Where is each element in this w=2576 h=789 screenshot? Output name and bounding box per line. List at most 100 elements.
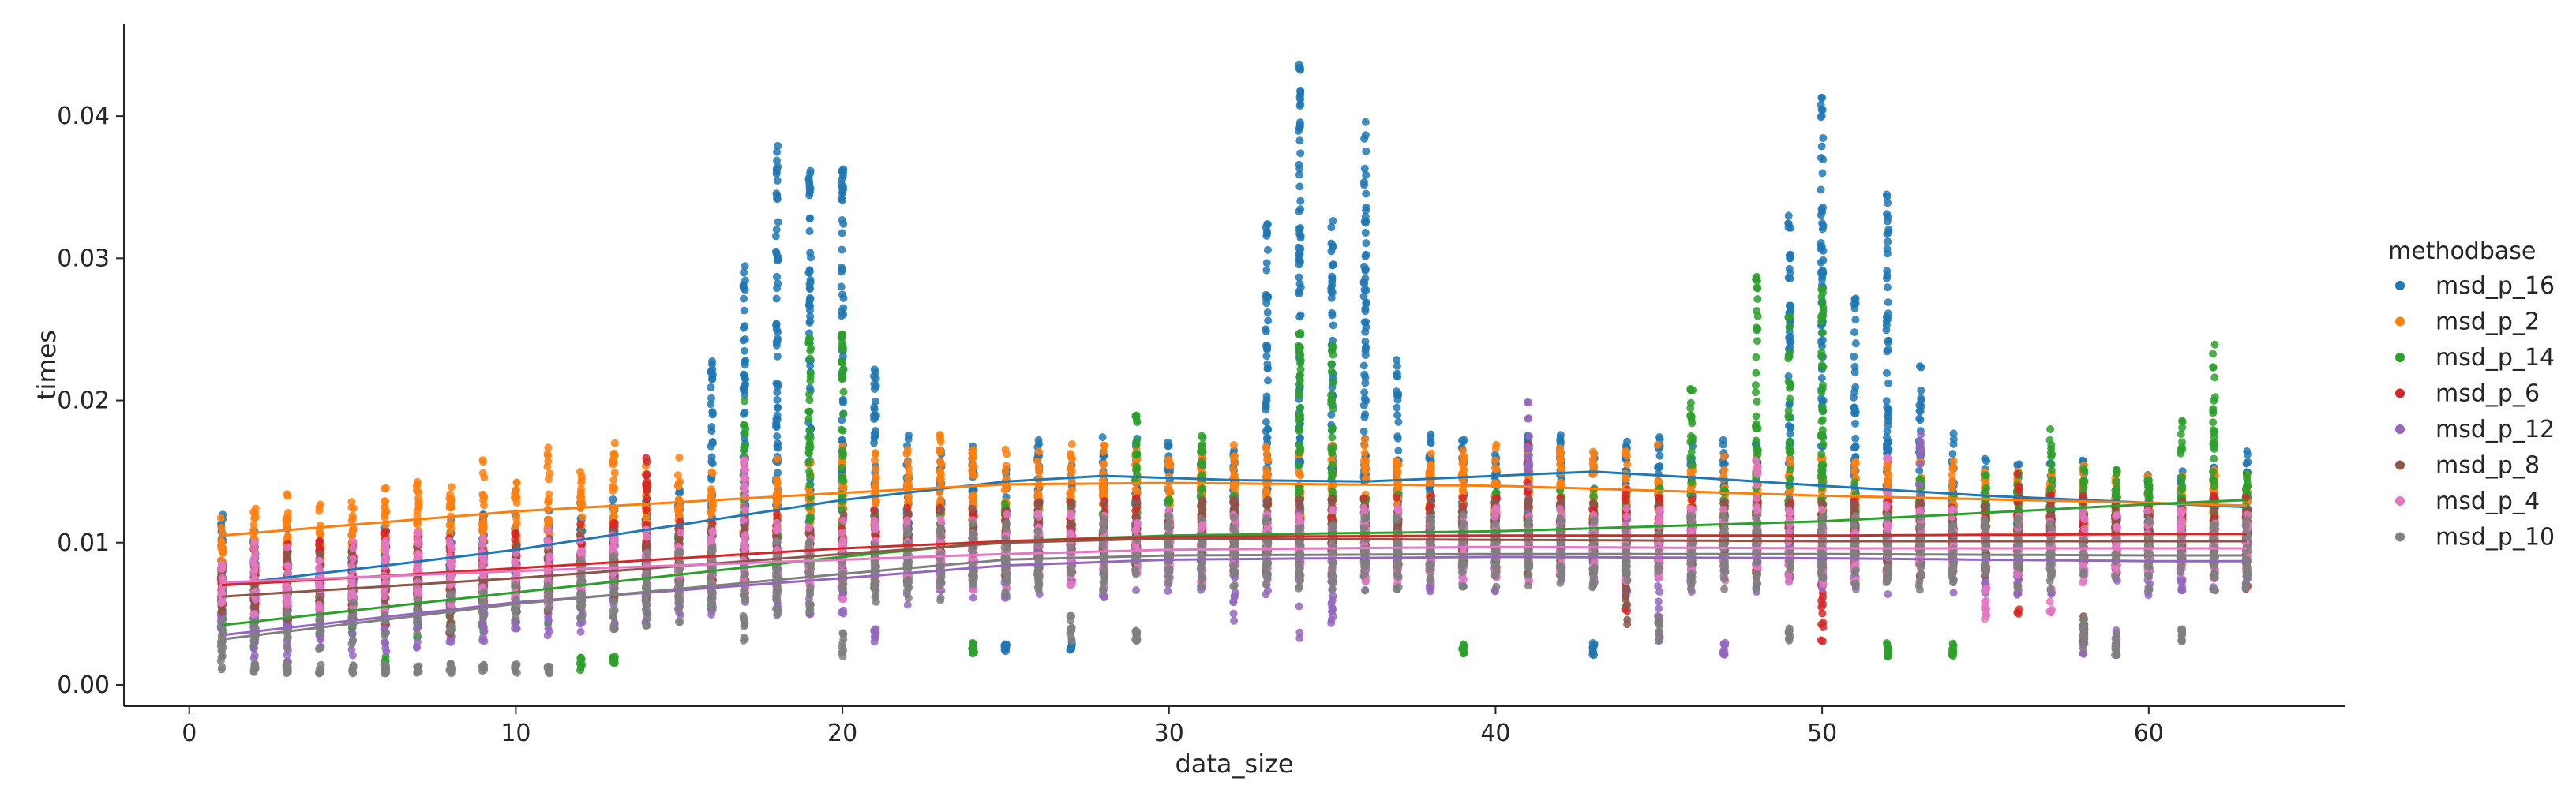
data-point (1653, 440, 1662, 449)
data-point (870, 456, 879, 465)
data-point (1917, 363, 1925, 372)
data-point (771, 247, 780, 256)
data-point (871, 397, 879, 406)
data-point (1850, 478, 1859, 487)
data-point (707, 368, 715, 376)
data-point (478, 522, 487, 530)
data-point (1296, 196, 1305, 205)
data-point (216, 514, 225, 522)
data-point (1067, 644, 1076, 653)
data-point (315, 503, 324, 511)
data-point (1327, 360, 1336, 368)
data-point (871, 479, 879, 488)
data-point (1817, 285, 1826, 294)
data-point (1786, 465, 1794, 473)
data-point (1460, 465, 1468, 473)
data-point (381, 528, 390, 537)
data-point (773, 176, 782, 185)
data-point (838, 290, 846, 299)
data-point (1295, 440, 1303, 449)
data-point (838, 265, 846, 274)
data-point (511, 493, 519, 502)
data-point (1327, 367, 1336, 376)
data-point (2047, 452, 2056, 461)
data-point (1360, 217, 1369, 226)
data-point (1001, 467, 1010, 476)
data-point (1883, 368, 1892, 377)
data-point (1817, 374, 1826, 383)
data-point (1817, 258, 1825, 267)
data-point (1262, 266, 1271, 275)
data-point (805, 407, 814, 416)
data-point (2209, 363, 2218, 372)
data-point (1884, 309, 1892, 318)
data-point (839, 182, 848, 191)
data-point (1851, 316, 1860, 324)
data-point (1556, 436, 1565, 444)
data-point (838, 473, 847, 481)
data-point (1719, 452, 1728, 461)
data-point (576, 520, 585, 529)
data-point (1295, 273, 1303, 282)
data-point (2210, 393, 2219, 402)
data-point (577, 484, 586, 493)
data-point (1328, 308, 1337, 317)
data-point (1785, 349, 1794, 357)
data-point (1327, 223, 1336, 232)
data-point (1459, 438, 1468, 447)
data-point (838, 338, 846, 347)
data-point (1851, 434, 1860, 443)
data-point (1164, 483, 1172, 492)
data-point (2080, 466, 2089, 475)
data-point (905, 469, 913, 478)
data-point (1982, 484, 1991, 492)
data-point (1131, 485, 1140, 494)
data-point (1622, 473, 1630, 482)
data-point (1752, 353, 1760, 361)
data-point (1819, 303, 1828, 312)
data-point (2113, 484, 2121, 492)
data-point (1362, 189, 1370, 198)
data-point (1229, 441, 1238, 450)
data-point (1819, 134, 1828, 143)
data-point (739, 281, 748, 290)
data-point (805, 426, 814, 435)
data-point (1786, 380, 1794, 389)
data-point (1588, 447, 1597, 456)
data-point (1819, 473, 1828, 481)
data-point (250, 514, 259, 522)
data-point (1361, 229, 1370, 237)
data-point (381, 484, 390, 492)
data-point (1100, 484, 1108, 492)
data-point (839, 304, 848, 312)
data-point (1262, 226, 1271, 235)
data-point (1884, 346, 1892, 354)
data-point (478, 490, 487, 499)
data-point (609, 476, 618, 484)
data-point (1917, 386, 1925, 394)
data-point (544, 498, 553, 507)
data-point (1883, 652, 1892, 660)
data-point (838, 446, 847, 454)
data-point (1786, 437, 1794, 446)
data-point (1719, 436, 1727, 444)
data-point (1850, 328, 1858, 337)
data-point (772, 419, 781, 428)
data-point (1786, 447, 1794, 455)
data-point (1296, 283, 1305, 292)
data-point (1655, 463, 1663, 472)
data-point (1361, 305, 1370, 313)
data-point (838, 416, 846, 424)
data-point (707, 427, 716, 436)
data-point (1787, 301, 1795, 310)
data-point (1882, 440, 1891, 449)
data-point (1753, 272, 1761, 281)
data-point (707, 400, 715, 409)
data-point (805, 383, 814, 392)
data-point (1884, 476, 1892, 484)
data-point (1818, 466, 1827, 474)
data-point (772, 165, 781, 174)
data-point (1850, 362, 1859, 371)
data-point (741, 361, 749, 369)
